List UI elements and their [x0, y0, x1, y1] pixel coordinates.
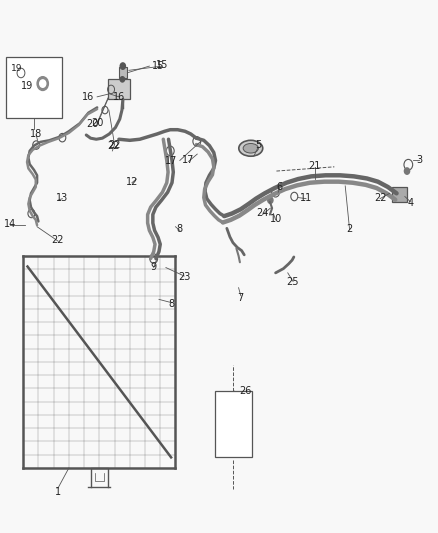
Text: 17: 17: [182, 156, 195, 165]
Text: 19: 19: [11, 64, 22, 73]
FancyBboxPatch shape: [215, 391, 252, 457]
Circle shape: [120, 63, 125, 69]
Text: 24: 24: [256, 208, 268, 219]
Circle shape: [40, 80, 46, 87]
FancyBboxPatch shape: [6, 57, 62, 118]
Ellipse shape: [239, 140, 263, 156]
Circle shape: [120, 77, 124, 82]
Text: 5: 5: [255, 140, 261, 150]
Text: 2: 2: [346, 224, 353, 235]
Text: 26: 26: [239, 386, 251, 396]
Text: 20: 20: [91, 118, 103, 128]
Bar: [119, 67, 127, 78]
Bar: [219, 438, 230, 453]
Text: 19: 19: [21, 81, 34, 91]
Ellipse shape: [243, 143, 258, 153]
Circle shape: [37, 77, 48, 91]
Bar: [108, 79, 130, 100]
Text: 3: 3: [416, 156, 422, 165]
Text: 10: 10: [269, 214, 282, 224]
Text: 25: 25: [287, 277, 299, 287]
Text: 18: 18: [30, 129, 42, 139]
Text: 7: 7: [238, 293, 244, 303]
Text: 15: 15: [156, 60, 169, 70]
Text: 22: 22: [52, 235, 64, 245]
Text: 15: 15: [152, 61, 164, 71]
Text: 23: 23: [178, 272, 191, 282]
Text: 6: 6: [277, 182, 283, 192]
Text: 21: 21: [308, 161, 321, 171]
Text: 14: 14: [4, 219, 16, 229]
Text: 1: 1: [55, 487, 61, 497]
Text: 22: 22: [108, 140, 121, 150]
Bar: [219, 447, 230, 453]
Text: 12: 12: [126, 176, 138, 187]
Text: 8: 8: [177, 224, 183, 235]
Text: 8: 8: [168, 298, 174, 309]
Text: 22: 22: [374, 192, 386, 203]
Text: 4: 4: [407, 198, 413, 208]
Text: 11: 11: [300, 192, 312, 203]
Circle shape: [268, 197, 273, 204]
Text: 16: 16: [113, 92, 125, 102]
Circle shape: [404, 168, 410, 174]
Text: 17: 17: [165, 156, 178, 166]
Text: 20: 20: [87, 119, 99, 129]
Bar: [392, 187, 407, 202]
Text: 22: 22: [107, 141, 120, 151]
Text: 13: 13: [56, 192, 68, 203]
Text: 9: 9: [151, 262, 157, 271]
Text: 16: 16: [82, 92, 94, 102]
